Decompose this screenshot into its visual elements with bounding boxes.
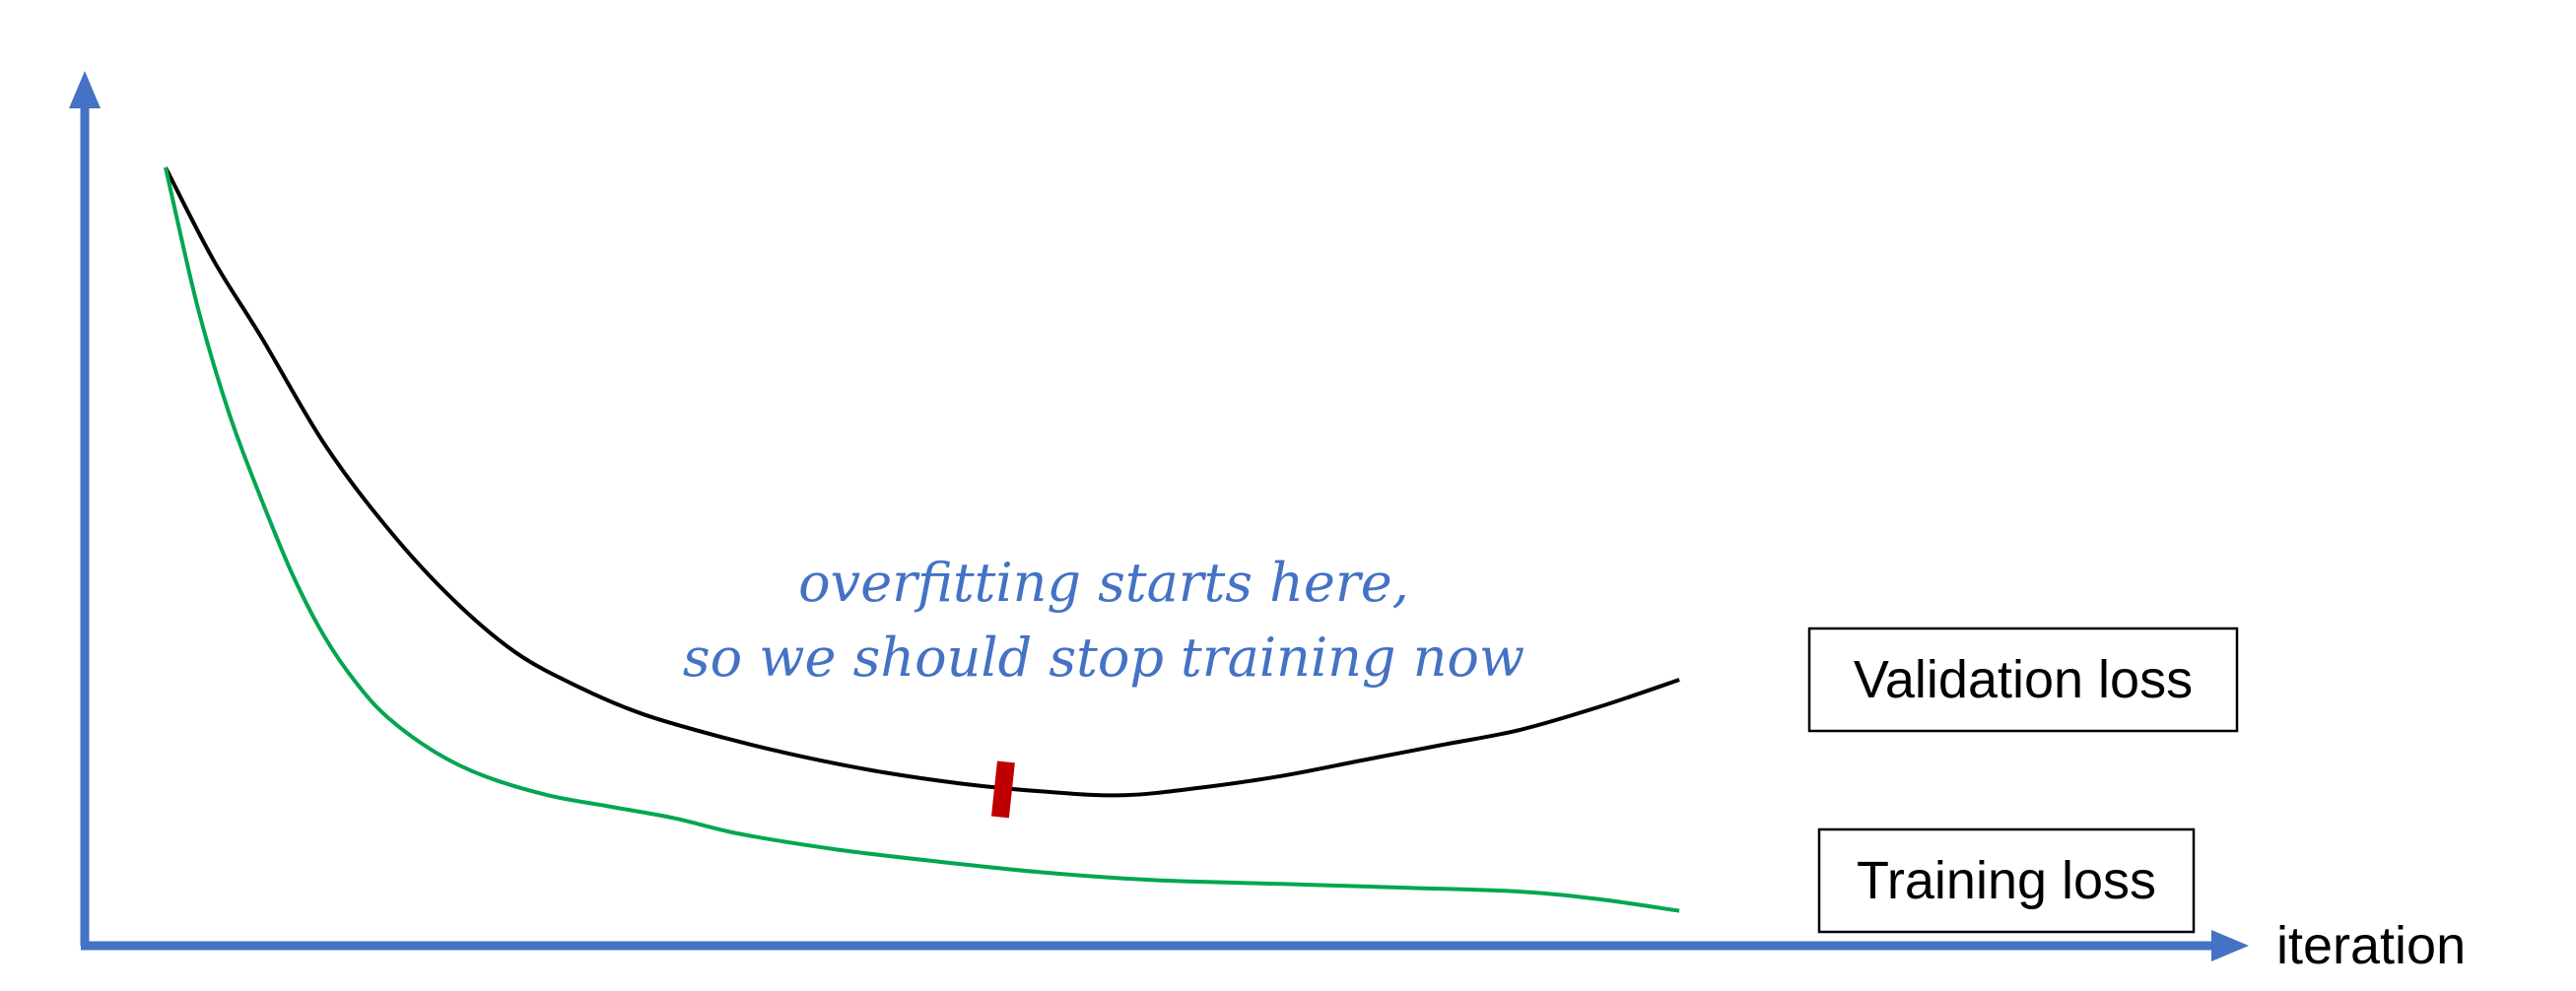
training-loss-label: Training loss [1857,851,2156,910]
annotation-line-1: overfitting starts here, [798,552,1409,614]
validation-loss-label: Validation loss [1854,650,2193,709]
validation-loss-label-box [1807,627,2239,733]
series-line-training-loss [164,166,1680,913]
x-axis-arrowhead [2211,930,2249,961]
x-axis-label: iteration [2276,916,2466,975]
early-stop-marker [990,760,1015,819]
series-line-validation-loss [164,166,1680,798]
annotation-line-2: so we should stop training now [683,627,1525,689]
training-loss-label-box [1817,827,2196,934]
y-axis-arrowhead [69,71,101,108]
